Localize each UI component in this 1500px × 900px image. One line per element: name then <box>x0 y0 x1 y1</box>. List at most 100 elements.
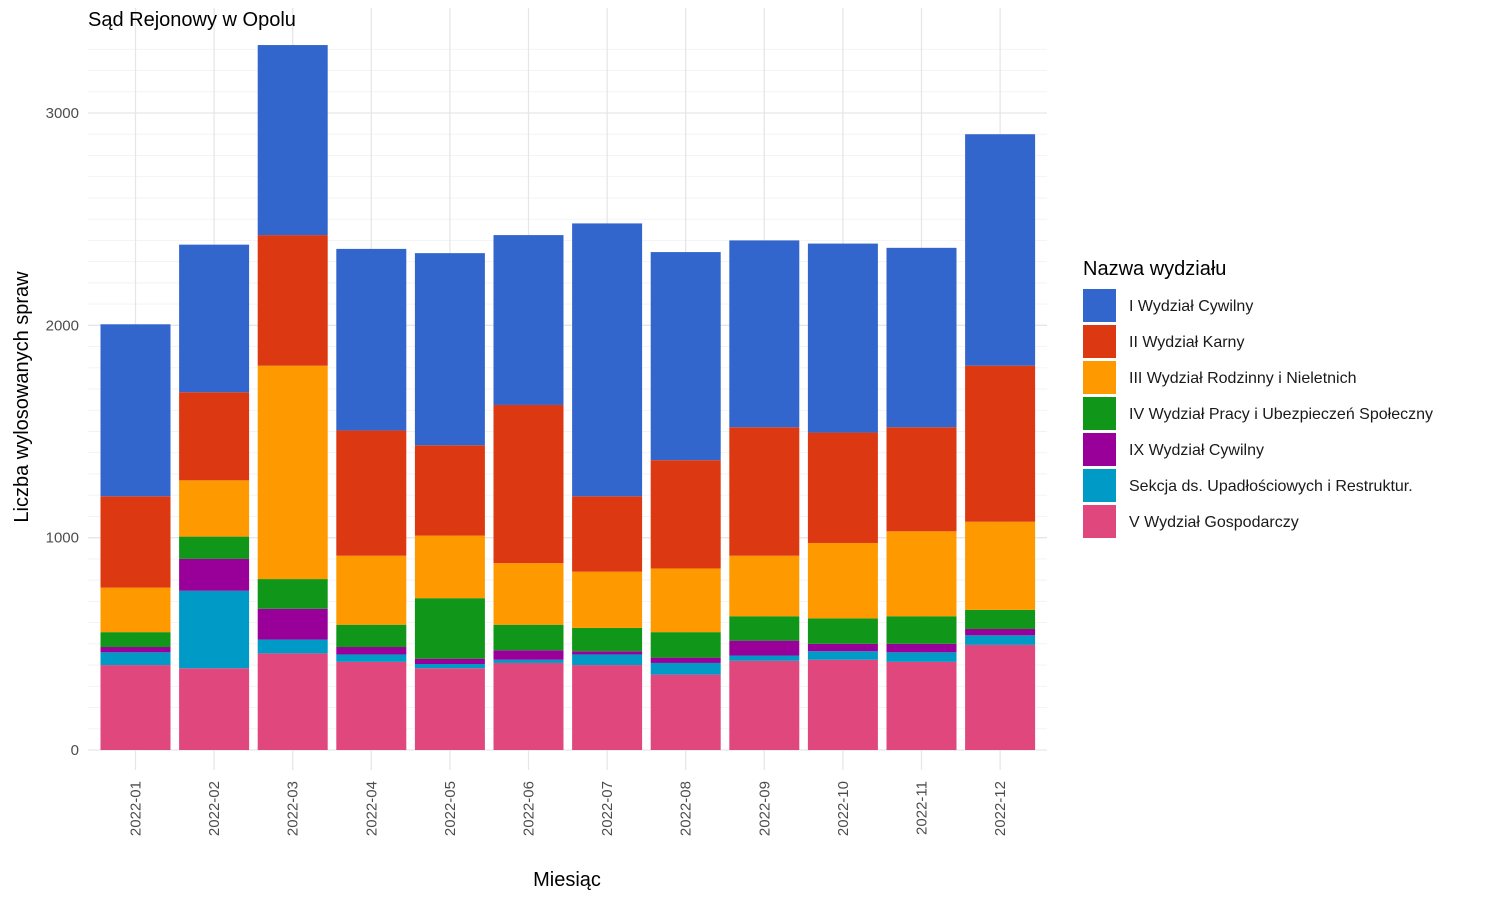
bar-segment <box>965 635 1036 645</box>
bar-segment <box>179 392 250 481</box>
bar-segment <box>100 652 171 666</box>
bar-segment <box>179 244 250 393</box>
bars-layer <box>100 45 1036 750</box>
y-tick-label: 1000 <box>46 530 79 547</box>
y-axis-ticks: 0 1000 2000 3000 <box>46 105 79 759</box>
bar-segment <box>336 248 407 431</box>
x-tick-label: 2022-07 <box>599 781 616 836</box>
bar-segment <box>572 571 643 628</box>
x-tick-label: 2022-10 <box>835 781 852 836</box>
bar-segment <box>257 365 328 580</box>
bar-segment <box>886 616 957 644</box>
bar-segment <box>886 427 957 532</box>
bar-segment <box>886 531 957 617</box>
bar-segment <box>650 632 721 658</box>
bar-segment <box>729 655 800 661</box>
bar-segment <box>179 590 250 669</box>
bar-segment <box>179 536 250 559</box>
bar-segment <box>729 660 800 750</box>
legend-label: IX Wydział Cywilny <box>1129 442 1264 459</box>
bar-segment <box>729 555 800 617</box>
legend-swatch <box>1083 469 1116 502</box>
bar-segment <box>493 404 564 564</box>
bar-segment <box>729 616 800 641</box>
y-tick-label: 3000 <box>46 105 79 122</box>
x-tick-label: 2022-06 <box>521 781 538 836</box>
bar-segment <box>650 252 721 461</box>
x-tick-label: 2022-02 <box>206 781 223 836</box>
bar-segment <box>729 640 800 656</box>
bar-segment <box>336 661 407 750</box>
bar-segment <box>336 647 407 655</box>
bar-segment <box>965 628 1036 636</box>
bar-segment <box>572 651 643 655</box>
bar-segment <box>572 665 643 750</box>
bar-segment <box>572 654 643 666</box>
bar-segment <box>493 659 564 663</box>
bar-segment <box>414 535 485 599</box>
legend-swatch <box>1083 433 1116 466</box>
x-axis-label: Miesiąc <box>533 869 601 891</box>
bar-segment <box>179 558 250 591</box>
bar-segment <box>257 45 328 236</box>
bar-segment <box>729 427 800 556</box>
bar-segment <box>650 662 721 675</box>
bar-segment <box>100 324 171 497</box>
bar-segment <box>807 659 878 750</box>
bar-segment <box>650 460 721 569</box>
bar-segment <box>336 555 407 625</box>
bar-segment <box>650 568 721 633</box>
y-axis-label: Liczba wylosowanych spraw <box>11 271 33 523</box>
legend-swatch <box>1083 397 1116 430</box>
bar-segment <box>100 647 171 653</box>
legend-label: Sekcja ds. Upadłościowych i Restruktur. <box>1129 478 1413 495</box>
x-tick-label: 2022-12 <box>992 781 1009 836</box>
bar-segment <box>257 579 328 609</box>
y-tick-label: 2000 <box>46 317 79 334</box>
chart-title: Sąd Rejonowy w Opolu <box>88 9 296 31</box>
bar-segment <box>257 653 328 750</box>
bar-segment <box>493 662 564 750</box>
bar-segment <box>807 643 878 652</box>
bar-segment <box>179 480 250 537</box>
x-tick-label: 2022-08 <box>678 781 695 836</box>
legend-label: IV Wydział Pracy i Ubezpieczeń Społeczny <box>1129 406 1433 423</box>
bar-segment <box>965 134 1036 366</box>
bar-segment <box>572 496 643 572</box>
bar-segment <box>650 657 721 663</box>
bar-segment <box>179 668 250 750</box>
bar-segment <box>336 654 407 662</box>
bar-segment <box>965 644 1036 750</box>
bar-segment <box>414 445 485 536</box>
bar-segment <box>257 235 328 366</box>
bar-segment <box>886 661 957 750</box>
bar-segment <box>414 598 485 659</box>
bar-segment <box>572 627 643 652</box>
bar-segment <box>100 665 171 750</box>
bar-segment <box>650 674 721 750</box>
x-tick-label: 2022-03 <box>285 781 302 836</box>
legend-title: Nazwa wydziału <box>1083 258 1226 280</box>
legend-swatch <box>1083 325 1116 358</box>
bar-segment <box>336 430 407 556</box>
bar-segment <box>100 587 171 633</box>
legend-label: I Wydział Cywilny <box>1129 298 1253 315</box>
legend-swatch <box>1083 505 1116 538</box>
bar-segment <box>729 240 800 428</box>
bar-segment <box>965 609 1036 629</box>
legend-label: V Wydział Gospodarczy <box>1129 514 1299 531</box>
bar-segment <box>807 542 878 619</box>
bar-segment <box>257 608 328 640</box>
legend-label: II Wydział Karny <box>1129 334 1244 351</box>
bar-segment <box>965 521 1036 610</box>
bar-segment <box>257 639 328 654</box>
bar-segment <box>807 243 878 433</box>
bar-segment <box>886 643 957 653</box>
bar-segment <box>100 496 171 588</box>
legend-label: III Wydział Rodzinny i Nieletnich <box>1129 370 1357 387</box>
x-tick-label: 2022-04 <box>363 781 380 836</box>
x-tick-label: 2022-05 <box>442 781 459 836</box>
bar-segment <box>336 624 407 648</box>
bar-segment <box>414 658 485 665</box>
